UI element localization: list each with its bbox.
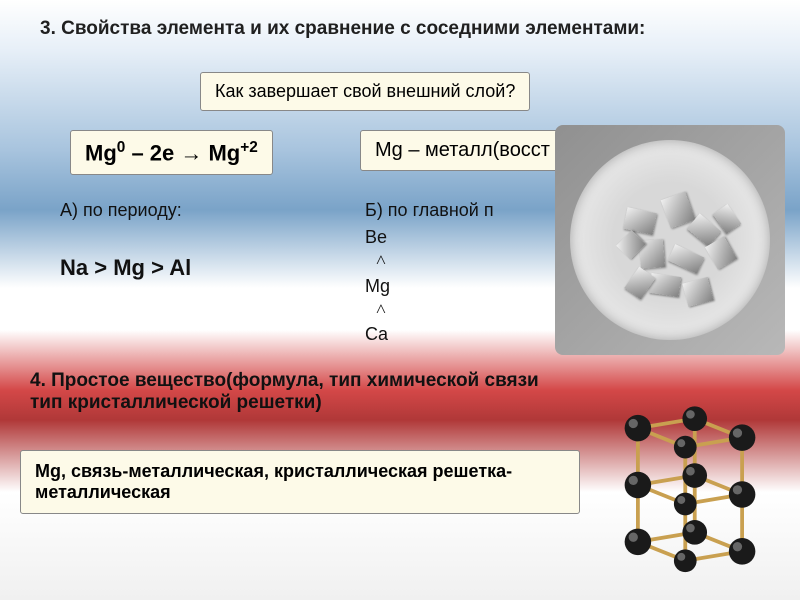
lattice-diagram: [600, 390, 780, 580]
period-sequence: Na > Mg > Al: [60, 255, 191, 281]
metal-box: Mg – металл(восст: [360, 130, 565, 171]
group-label: Б) по главной п: [365, 200, 494, 221]
equation-box: Mg0 – 2e → Mg+2: [70, 130, 273, 175]
question-box: Как завершает свой внешний слой?: [200, 72, 530, 111]
magnesium-photo: [555, 125, 785, 355]
answer-box: Mg, связь-металлическая, кристаллическая…: [20, 450, 580, 514]
section4-title: 4. Простое вещество(формула, тип химичес…: [30, 370, 550, 414]
period-label: А) по периоду:: [60, 200, 182, 221]
group-column: Be ˄Mg ˄Ca: [365, 225, 390, 346]
section-title: 3. Свойства элемента и их сравнение с со…: [40, 18, 645, 40]
